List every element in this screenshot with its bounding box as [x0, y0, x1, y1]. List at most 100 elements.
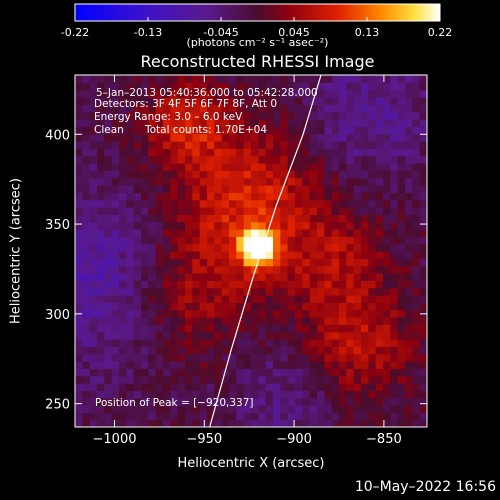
heatmap-cell [243, 397, 252, 406]
heatmap-cell [75, 368, 83, 377]
heatmap-cell [302, 353, 311, 362]
heatmap-cell [324, 111, 333, 120]
heatmap-cell [361, 221, 369, 230]
heatmap-cell [353, 148, 362, 157]
heatmap-cell [89, 104, 98, 113]
heatmap-cell [397, 251, 406, 259]
heatmap-cell [148, 126, 157, 135]
heatmap-cell [412, 258, 421, 267]
heatmap-cell [295, 412, 303, 421]
heatmap-cell [236, 243, 245, 252]
heatmap-cell [375, 280, 384, 289]
heatmap-cell [243, 405, 252, 413]
heatmap-cell [405, 229, 413, 237]
heatmap-cell [148, 287, 157, 296]
heatmap-cell [148, 214, 157, 223]
heatmap-cell [104, 375, 113, 384]
heatmap-cell [170, 317, 179, 325]
heatmap-cell [419, 111, 427, 120]
heatmap-cell [97, 405, 105, 413]
heatmap-cell [309, 82, 318, 91]
heatmap-cell [258, 82, 267, 91]
heatmap-cell [258, 126, 267, 135]
heatmap-cell [89, 170, 98, 179]
heatmap-cell [295, 97, 303, 105]
heatmap-cell [419, 155, 427, 164]
heatmap-cell [75, 258, 83, 267]
heatmap-cell [119, 412, 127, 421]
heatmap-cell [405, 383, 413, 391]
heatmap-cell [361, 236, 369, 245]
heatmap-cell [295, 361, 303, 369]
heatmap-cell [214, 361, 223, 369]
heatmap-cell [295, 75, 303, 83]
heatmap-cell [265, 412, 274, 421]
heatmap-cell [353, 104, 362, 113]
heatmap-cell [295, 104, 303, 113]
heatmap-cell [287, 280, 296, 289]
heatmap-cell [163, 111, 171, 120]
heatmap-cell [192, 280, 201, 289]
heatmap-cell [82, 89, 91, 98]
heatmap-cell [133, 287, 142, 296]
heatmap-cell [126, 111, 135, 120]
heatmap-cell [405, 89, 413, 98]
heatmap-cell [207, 229, 215, 237]
heatmap-cell [280, 390, 289, 399]
heatmap-cell [361, 155, 369, 164]
heatmap-cell [346, 177, 355, 186]
heatmap-cell [170, 89, 179, 98]
heatmap-cell [229, 302, 237, 311]
heatmap-cell [361, 383, 369, 391]
heatmap-cell [324, 170, 333, 179]
heatmap-cell [273, 148, 281, 157]
heatmap-cell [295, 317, 303, 325]
heatmap-cell [163, 353, 171, 362]
heatmap-cell [170, 133, 179, 142]
heatmap-cell [148, 163, 157, 171]
heatmap-cell [368, 419, 377, 427]
heatmap-cell [405, 353, 413, 362]
heatmap-cell [243, 265, 252, 274]
heatmap-cell [82, 119, 91, 127]
heatmap-cell [375, 302, 384, 311]
heatmap-cell [133, 97, 142, 105]
heatmap-cell [229, 133, 237, 142]
heatmap-cell [163, 390, 171, 399]
heatmap-cell [251, 155, 259, 164]
heatmap-cell [155, 375, 164, 384]
heatmap-cell [317, 126, 325, 135]
energy-range-annotation: Energy Range: 3.0 – 6.0 keV [94, 111, 243, 123]
heatmap-cell [302, 89, 311, 98]
heatmap-cell [280, 375, 289, 384]
heatmap-cell [170, 97, 179, 105]
heatmap-cell [82, 82, 91, 91]
heatmap-cell [221, 251, 230, 259]
heatmap-cell [346, 221, 355, 230]
heatmap-cell [419, 258, 427, 267]
heatmap-cell [419, 163, 427, 171]
heatmap-cell [141, 339, 149, 347]
heatmap-cell [280, 302, 289, 311]
heatmap-cell [221, 133, 230, 142]
heatmap-cell [419, 280, 427, 289]
heatmap-cell [361, 412, 369, 421]
heatmap-cell [309, 383, 318, 391]
heatmap-cell [346, 375, 355, 384]
heatmap-cell [148, 97, 157, 105]
heatmap-cell [375, 361, 384, 369]
heatmap-cell [214, 199, 223, 208]
heatmap-cell [302, 126, 311, 135]
heatmap-cell [383, 405, 391, 413]
heatmap-cell [185, 126, 193, 135]
heatmap-cell [89, 412, 98, 421]
heatmap-cell [236, 273, 245, 281]
heatmap-cell [258, 199, 267, 208]
heatmap-cell [148, 361, 157, 369]
heatmap-cell [375, 265, 384, 274]
heatmap-cell [353, 163, 362, 171]
heatmap-cell [383, 133, 391, 142]
heatmap-cell [82, 221, 91, 230]
heatmap-cell [353, 126, 362, 135]
heatmap-cell [229, 412, 237, 421]
